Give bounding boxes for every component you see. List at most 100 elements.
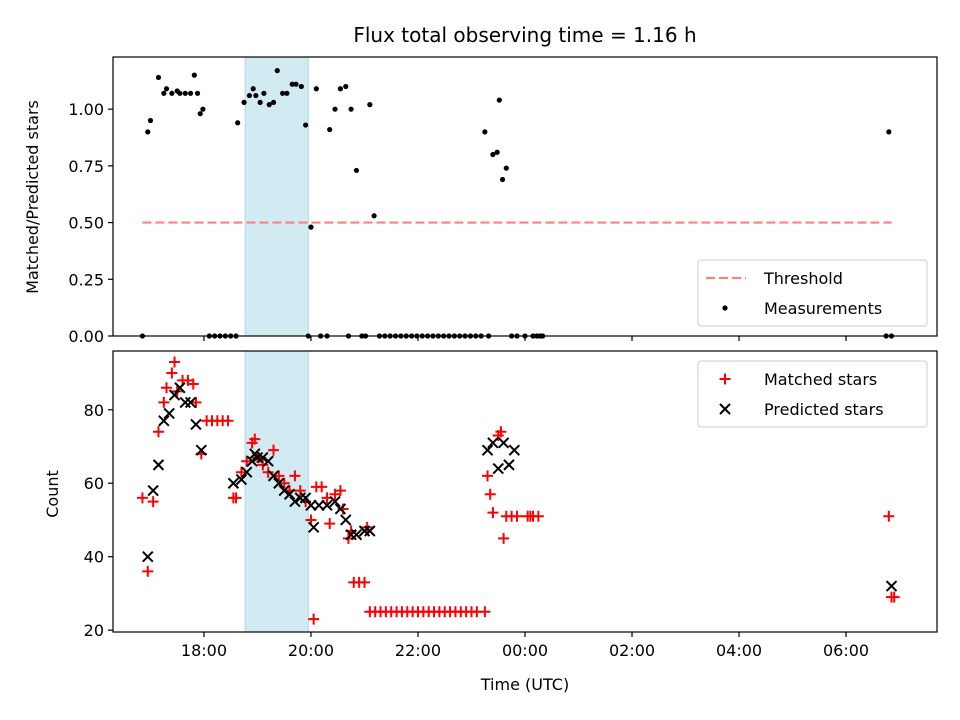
panel-count: 20 40 60 80 18:00 20:00 22:00 00:00 02:00 04:00 06…: [84, 350, 938, 660]
measurement-point: [182, 90, 188, 96]
matched-star-marker: [273, 470, 285, 482]
predicted-star-marker: [497, 437, 510, 449]
predicted-star-marker: [299, 492, 312, 504]
matched-star-marker: [235, 466, 247, 478]
matched-star-marker: [487, 507, 499, 519]
matched-star-marker: [161, 382, 173, 394]
predicted-star-marker: [487, 437, 499, 449]
measurement-point: [270, 99, 277, 105]
measurement-point: [235, 120, 241, 126]
measurement-point: [327, 126, 333, 133]
measurement-point: [177, 90, 183, 96]
matched-star-marker: [152, 426, 164, 438]
x-tick-label: 18:00: [181, 641, 227, 660]
measurement-point: [155, 74, 162, 81]
matched-star-marker: [484, 488, 496, 500]
measurement-point: [298, 83, 304, 90]
predicted-star-marker: [184, 396, 197, 409]
matched-star-marker: [278, 477, 290, 489]
predicted-star-marker: [246, 455, 258, 467]
matched-star-marker: [222, 415, 234, 427]
measurement-point: [246, 92, 253, 99]
predicted-star-marker: [492, 462, 504, 475]
measurement-point: [353, 167, 360, 174]
y-tick-label: 40: [84, 548, 104, 567]
predicted-star-marker: [283, 488, 296, 500]
predicted-star-marker: [142, 550, 154, 563]
predicted-star-marker: [481, 444, 494, 456]
legend-predicted-swatch: [719, 403, 731, 415]
predicted-star-marker: [340, 514, 352, 526]
predicted-star-marker: [278, 484, 290, 497]
measurement-point: [293, 81, 299, 87]
matched-star-marker: [147, 496, 159, 508]
x-tick-label: 06:00: [823, 641, 869, 660]
x-tick-label: 00:00: [502, 641, 548, 660]
measurement-point: [337, 86, 344, 92]
measurement-point: [343, 83, 349, 90]
predicted-star-marker: [885, 580, 898, 592]
legend-label: Predicted stars: [764, 400, 884, 419]
matched-star-marker: [190, 396, 202, 408]
measurement-point: [257, 99, 263, 105]
matched-star-marker: [532, 510, 544, 522]
measurement-point: [250, 86, 256, 92]
matched-star-marker: [136, 492, 148, 504]
matched-star-marker: [187, 378, 199, 390]
matched-star-marker: [495, 426, 507, 438]
matched-star-marker: [358, 576, 370, 588]
predicted-star-marker: [321, 499, 333, 511]
predicted-star-marker: [195, 444, 207, 456]
predicted-star-marker: [147, 484, 159, 497]
predicted-star-marker: [289, 495, 301, 508]
matched-star-marker: [511, 510, 523, 522]
matched-star-marker: [262, 466, 274, 478]
matched-star-marker: [479, 606, 491, 618]
predicted-star-marker: [152, 459, 165, 471]
measurement-point: [191, 72, 197, 78]
legend-matched-swatch: [719, 373, 731, 385]
predicted-star-marker: [163, 407, 175, 420]
measurement-point: [280, 90, 286, 96]
y-tick-label: 0.50: [68, 214, 104, 233]
x-tick-label: 20:00: [288, 641, 334, 660]
legend-label: Measurements: [764, 299, 882, 318]
predicted-star-marker: [307, 521, 320, 534]
measurement-point: [161, 90, 167, 96]
matched-star-marker: [888, 591, 900, 603]
predicted-star-marker: [508, 444, 521, 456]
matched-star-marker: [324, 518, 336, 530]
legend-box: [697, 259, 928, 327]
measurement-point: [494, 149, 500, 155]
matched-star-marker: [249, 433, 261, 445]
predicted-star-marker: [168, 389, 181, 401]
measurement-point: [490, 151, 496, 158]
matched-star-marker: [158, 396, 170, 408]
measurement-point: [499, 176, 506, 183]
predicted-star-marker: [262, 455, 274, 467]
measurement-point: [371, 213, 377, 219]
predicted-star-marker: [334, 503, 347, 515]
matched-star-marker: [230, 492, 242, 504]
measurement-point: [313, 86, 319, 92]
measurement-point: [241, 99, 247, 105]
matched-star-marker: [334, 485, 346, 497]
measurement-point: [503, 165, 509, 171]
measurement-point: [261, 90, 267, 96]
y-tick-label: 20: [84, 621, 104, 640]
matched-star-marker: [257, 459, 269, 471]
bottom-panel-y-label: Count: [43, 470, 62, 518]
measurement-point: [169, 90, 175, 96]
highlight-span: [244, 56, 309, 337]
matched-star-marker: [482, 470, 494, 482]
measurement-point: [145, 129, 151, 135]
y-tick-label: 0.25: [68, 270, 104, 289]
x-tick-label: 22:00: [395, 641, 441, 660]
measurement-point: [194, 90, 201, 96]
predicted-star-marker: [364, 525, 376, 537]
measurement-point: [266, 102, 272, 108]
series-x: [142, 382, 898, 592]
y-tick-label: 0.75: [68, 157, 104, 176]
matched-star-marker: [294, 485, 306, 497]
measurement-point: [289, 81, 295, 87]
